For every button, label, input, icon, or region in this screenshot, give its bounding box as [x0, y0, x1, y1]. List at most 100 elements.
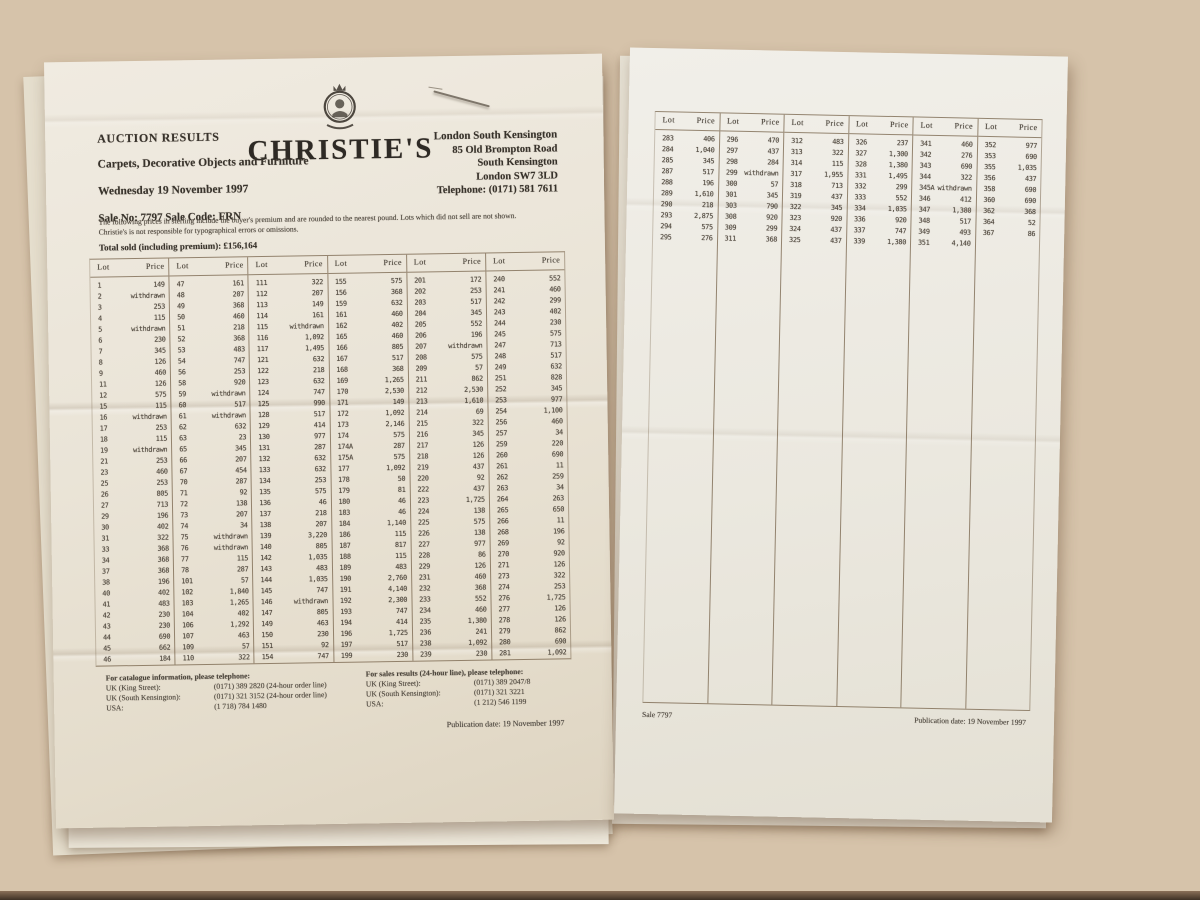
price-cell: 3,220	[307, 531, 328, 540]
price-cell: 126	[474, 561, 486, 570]
price-cell: 747	[395, 606, 408, 615]
lot-cell: 281	[499, 649, 511, 658]
lot-cell: Lot	[97, 262, 110, 272]
lot-cell: 19	[100, 446, 108, 455]
table-row: 110 322	[175, 652, 253, 664]
price-cell: 149	[311, 300, 324, 309]
price-cell: withdrawn	[289, 322, 324, 331]
price-cell: 460	[551, 417, 563, 426]
lot-cell: 262	[496, 473, 508, 482]
price-cell: 138	[235, 499, 248, 508]
price-cell: 92	[321, 641, 329, 650]
price-cell: 552	[549, 274, 561, 283]
lot-cell: 155	[334, 277, 347, 286]
price-cell: 517	[313, 410, 326, 419]
price-cell: 284	[767, 158, 779, 167]
lot-cell: 40	[102, 589, 111, 598]
price-cell: 2,760	[387, 573, 407, 583]
price-cell: 345	[154, 346, 166, 355]
lot-cell: 218	[416, 452, 429, 461]
lot-cell: 112	[255, 289, 268, 299]
price-cell: 575	[393, 430, 405, 439]
price-cell: 483	[158, 599, 170, 608]
lot-cell: 311	[724, 234, 737, 243]
sales-results-info-block: For sales results (24-hour line), please…	[366, 666, 597, 710]
price-cell: Price	[383, 257, 402, 268]
lot-cell: Lot	[334, 258, 348, 268]
lot-price-column-group: Lot Price 296 470 297 437 298 284 299 withdrawn 30…	[707, 113, 785, 705]
price-cell: 517	[959, 217, 972, 226]
price-cell: 805	[391, 342, 404, 352]
price-cell: 977	[1025, 141, 1038, 151]
publication-date: Publication date: 19 November 1997	[914, 715, 1027, 727]
lot-cell: 62	[178, 423, 187, 432]
table-header-row: Lot Price	[169, 257, 248, 277]
lot-cell: 279	[498, 627, 511, 636]
price-cell: 828	[550, 373, 563, 382]
lot-cell: Lot	[413, 257, 427, 267]
lot-cell: 146	[260, 597, 273, 607]
lot-cell: 130	[258, 432, 270, 442]
price-cell: 517	[702, 168, 715, 177]
price-cell: 322	[238, 653, 250, 662]
table-row: 311 368	[717, 233, 781, 245]
price-cell: 57	[475, 363, 483, 372]
price-cell: Price	[225, 260, 244, 270]
price-cell: 368	[157, 566, 170, 575]
lot-cell: 220	[417, 474, 429, 483]
price-cell: 406	[703, 135, 715, 144]
lot-cell: 33	[101, 545, 110, 554]
price-cell: Price	[954, 121, 974, 131]
price-cell: 493	[959, 228, 971, 237]
price-cell: 230	[158, 610, 170, 619]
price-cell: 184	[159, 654, 171, 663]
lot-cell: Lot	[855, 119, 869, 129]
lot-cell: 240	[493, 275, 505, 284]
price-cell: 1,725	[465, 495, 485, 504]
table-header-row: Lot Price	[248, 256, 327, 276]
price-cell: Price	[462, 256, 482, 266]
lot-cell: 323	[789, 213, 802, 223]
price-cell: 1,610	[464, 396, 484, 405]
lot-cell: 134	[258, 476, 271, 486]
table-header-row: Lot Price	[327, 254, 407, 274]
lot-cell: 3	[97, 303, 102, 312]
lot-cell: 60	[178, 401, 187, 410]
lot-price-column-group: Lot Price 240 552 241 460 242 299 243 402 244 230 24…	[485, 252, 571, 659]
price-cell: 368	[232, 301, 245, 310]
price-cell: 2,146	[385, 419, 405, 429]
lot-cell: 138	[259, 520, 272, 530]
price-cell: 287	[393, 441, 405, 450]
price-cell: 207	[235, 455, 247, 464]
table-row: 295 276	[653, 232, 717, 244]
price-cell: 454	[235, 466, 247, 475]
price-cell: 2,875	[694, 211, 714, 221]
table-header-row: Lot Price	[784, 114, 849, 135]
price-cell: withdrawn	[744, 168, 779, 178]
price-cell: 230	[475, 649, 488, 658]
lot-cell: 142	[260, 553, 272, 563]
lot-cell: 226	[418, 529, 430, 538]
price-cell: withdrawn	[132, 412, 167, 422]
price-cell: 402	[158, 588, 170, 597]
price-cell: 368	[392, 364, 404, 373]
lot-cell: 227	[418, 540, 430, 549]
price-cell: 690	[960, 162, 973, 171]
lot-cell: 121	[257, 355, 269, 365]
table-row: 199 230	[334, 650, 412, 662]
lot-cell: 115	[256, 322, 268, 332]
lot-cell: 196	[340, 629, 352, 638]
table-header-row: Lot Price	[977, 118, 1042, 139]
price-cell: 1,092	[547, 648, 567, 657]
price-cell: withdrawn	[448, 341, 483, 351]
price-cell: 920	[830, 214, 843, 223]
price-cell: withdrawn	[211, 411, 246, 420]
lot-cell: 328	[855, 160, 867, 169]
price-cell: 126	[154, 357, 166, 366]
lot-cell: 312	[791, 136, 803, 146]
price-cell: 575	[314, 487, 327, 496]
price-cell: 747	[894, 227, 907, 236]
christies-crest-icon	[214, 78, 465, 139]
price-cell: 437	[767, 147, 780, 156]
lot-cell: 241	[493, 286, 505, 295]
